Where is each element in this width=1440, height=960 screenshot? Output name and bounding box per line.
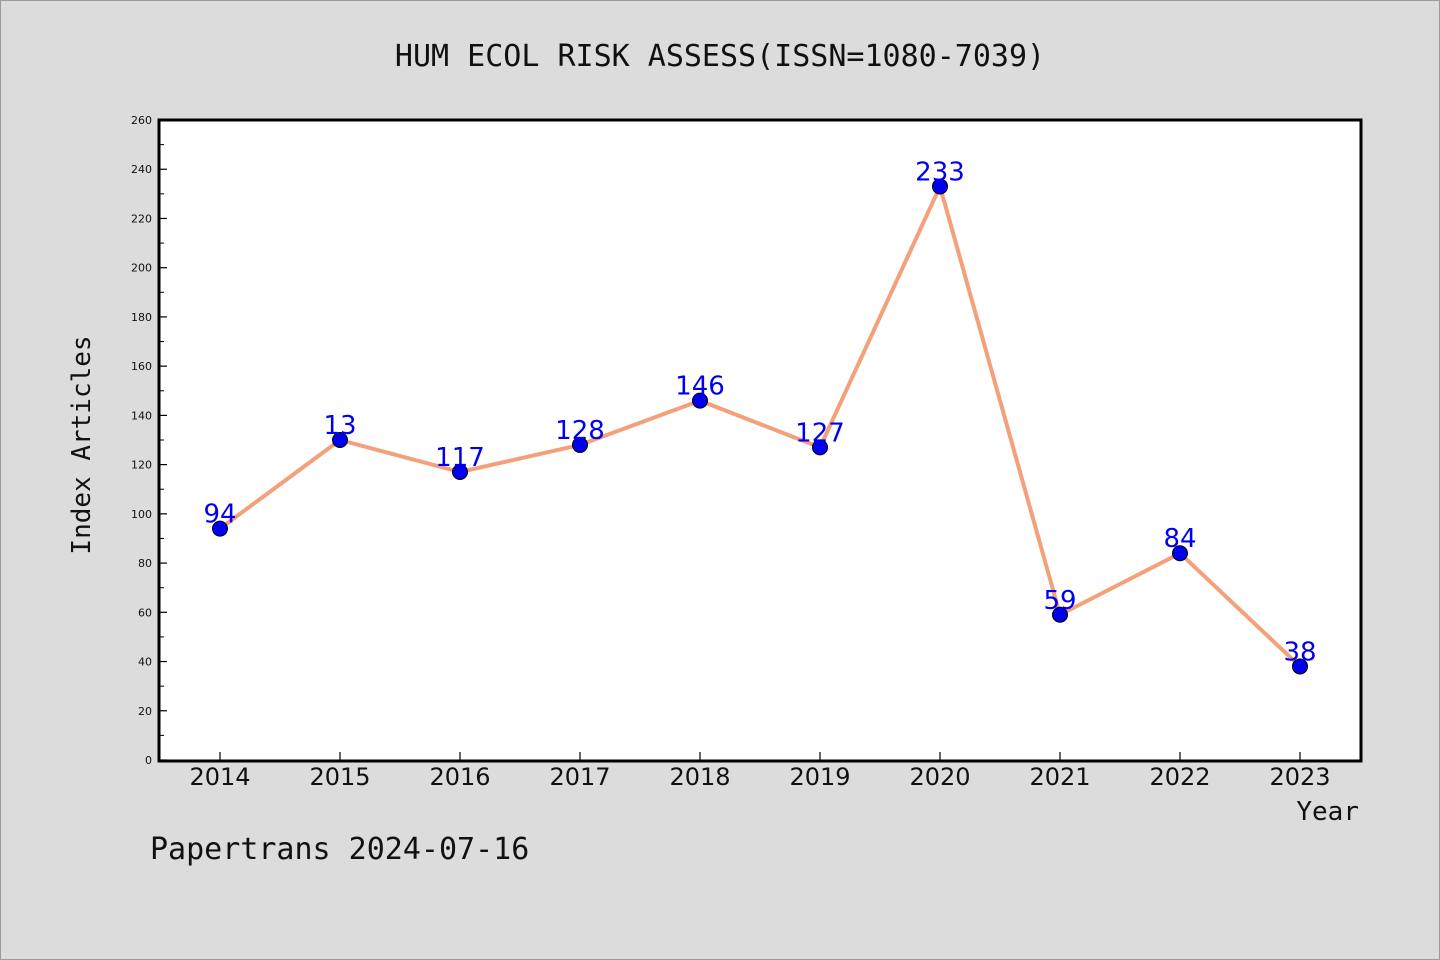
y-tick-label: 0	[145, 754, 152, 767]
data-point	[932, 178, 948, 195]
x-axis: 2014 2015 2016 2017 2018 2019 2020 2021 2022 2023	[189, 752, 1331, 791]
data-point	[1172, 545, 1188, 562]
x-tick-label: 2018	[669, 763, 730, 791]
y-tick-label: 120	[131, 459, 152, 472]
data-point	[572, 436, 588, 453]
markers-group	[212, 178, 1308, 675]
y-tick-label: 180	[131, 311, 152, 324]
series-line-group	[218, 184, 1302, 669]
data-label: 146	[675, 372, 725, 402]
y-tick-label: 40	[138, 656, 152, 669]
y-tick-label: 140	[131, 409, 152, 422]
footer-text: Papertrans 2024-07-16	[150, 832, 530, 867]
y-tick-label: 200	[131, 262, 152, 275]
x-tick-label: 2016	[429, 763, 490, 791]
data-point	[452, 464, 468, 480]
data-point	[812, 439, 828, 456]
data-point	[1052, 606, 1068, 623]
data-labels-group: 94 13 117 128 146 127 233 59 84 38	[203, 157, 1316, 667]
data-label: 128	[555, 416, 605, 446]
data-label: 13	[323, 411, 356, 441]
x-tick-label: 2022	[1149, 763, 1210, 791]
data-label: 38	[1283, 637, 1316, 667]
series-line	[218, 184, 1302, 669]
data-label: 233	[915, 157, 965, 187]
data-point	[332, 432, 348, 448]
y-axis-label: Index Articles	[67, 335, 97, 554]
y-tick-label: 80	[138, 557, 152, 570]
data-label: 117	[435, 443, 485, 473]
x-axis-label: Year	[1296, 797, 1359, 827]
y-axis: 0 20 40 60 80 100 120 140 160 180 200 220 240 260	[131, 114, 167, 767]
y-tick-label: 240	[131, 163, 152, 176]
data-label: 127	[795, 418, 845, 448]
data-point	[1292, 658, 1308, 675]
chart-title: HUM ECOL RISK ASSESS(ISSN=1080-7039)	[395, 39, 1045, 74]
y-tick-label: 100	[131, 508, 152, 521]
data-point	[212, 520, 228, 537]
y-tick-label: 220	[131, 212, 152, 225]
x-tick-label: 2020	[909, 763, 970, 791]
x-tick-label: 2014	[189, 763, 250, 791]
x-tick-label: 2015	[309, 763, 370, 791]
y-tick-label: 160	[131, 360, 152, 373]
plot-area	[157, 118, 1363, 763]
x-tick-label: 2023	[1269, 763, 1330, 791]
x-tick-label: 2019	[789, 763, 850, 791]
x-tick-label: 2021	[1029, 763, 1090, 791]
y-tick-label: 20	[138, 705, 152, 718]
y-tick-label: 60	[138, 606, 152, 619]
data-label: 59	[1043, 586, 1076, 616]
data-point	[692, 392, 708, 409]
y-tick-label: 260	[131, 114, 152, 127]
data-label: 94	[203, 500, 236, 530]
x-tick-label: 2017	[549, 763, 610, 791]
data-label: 84	[1163, 524, 1196, 554]
